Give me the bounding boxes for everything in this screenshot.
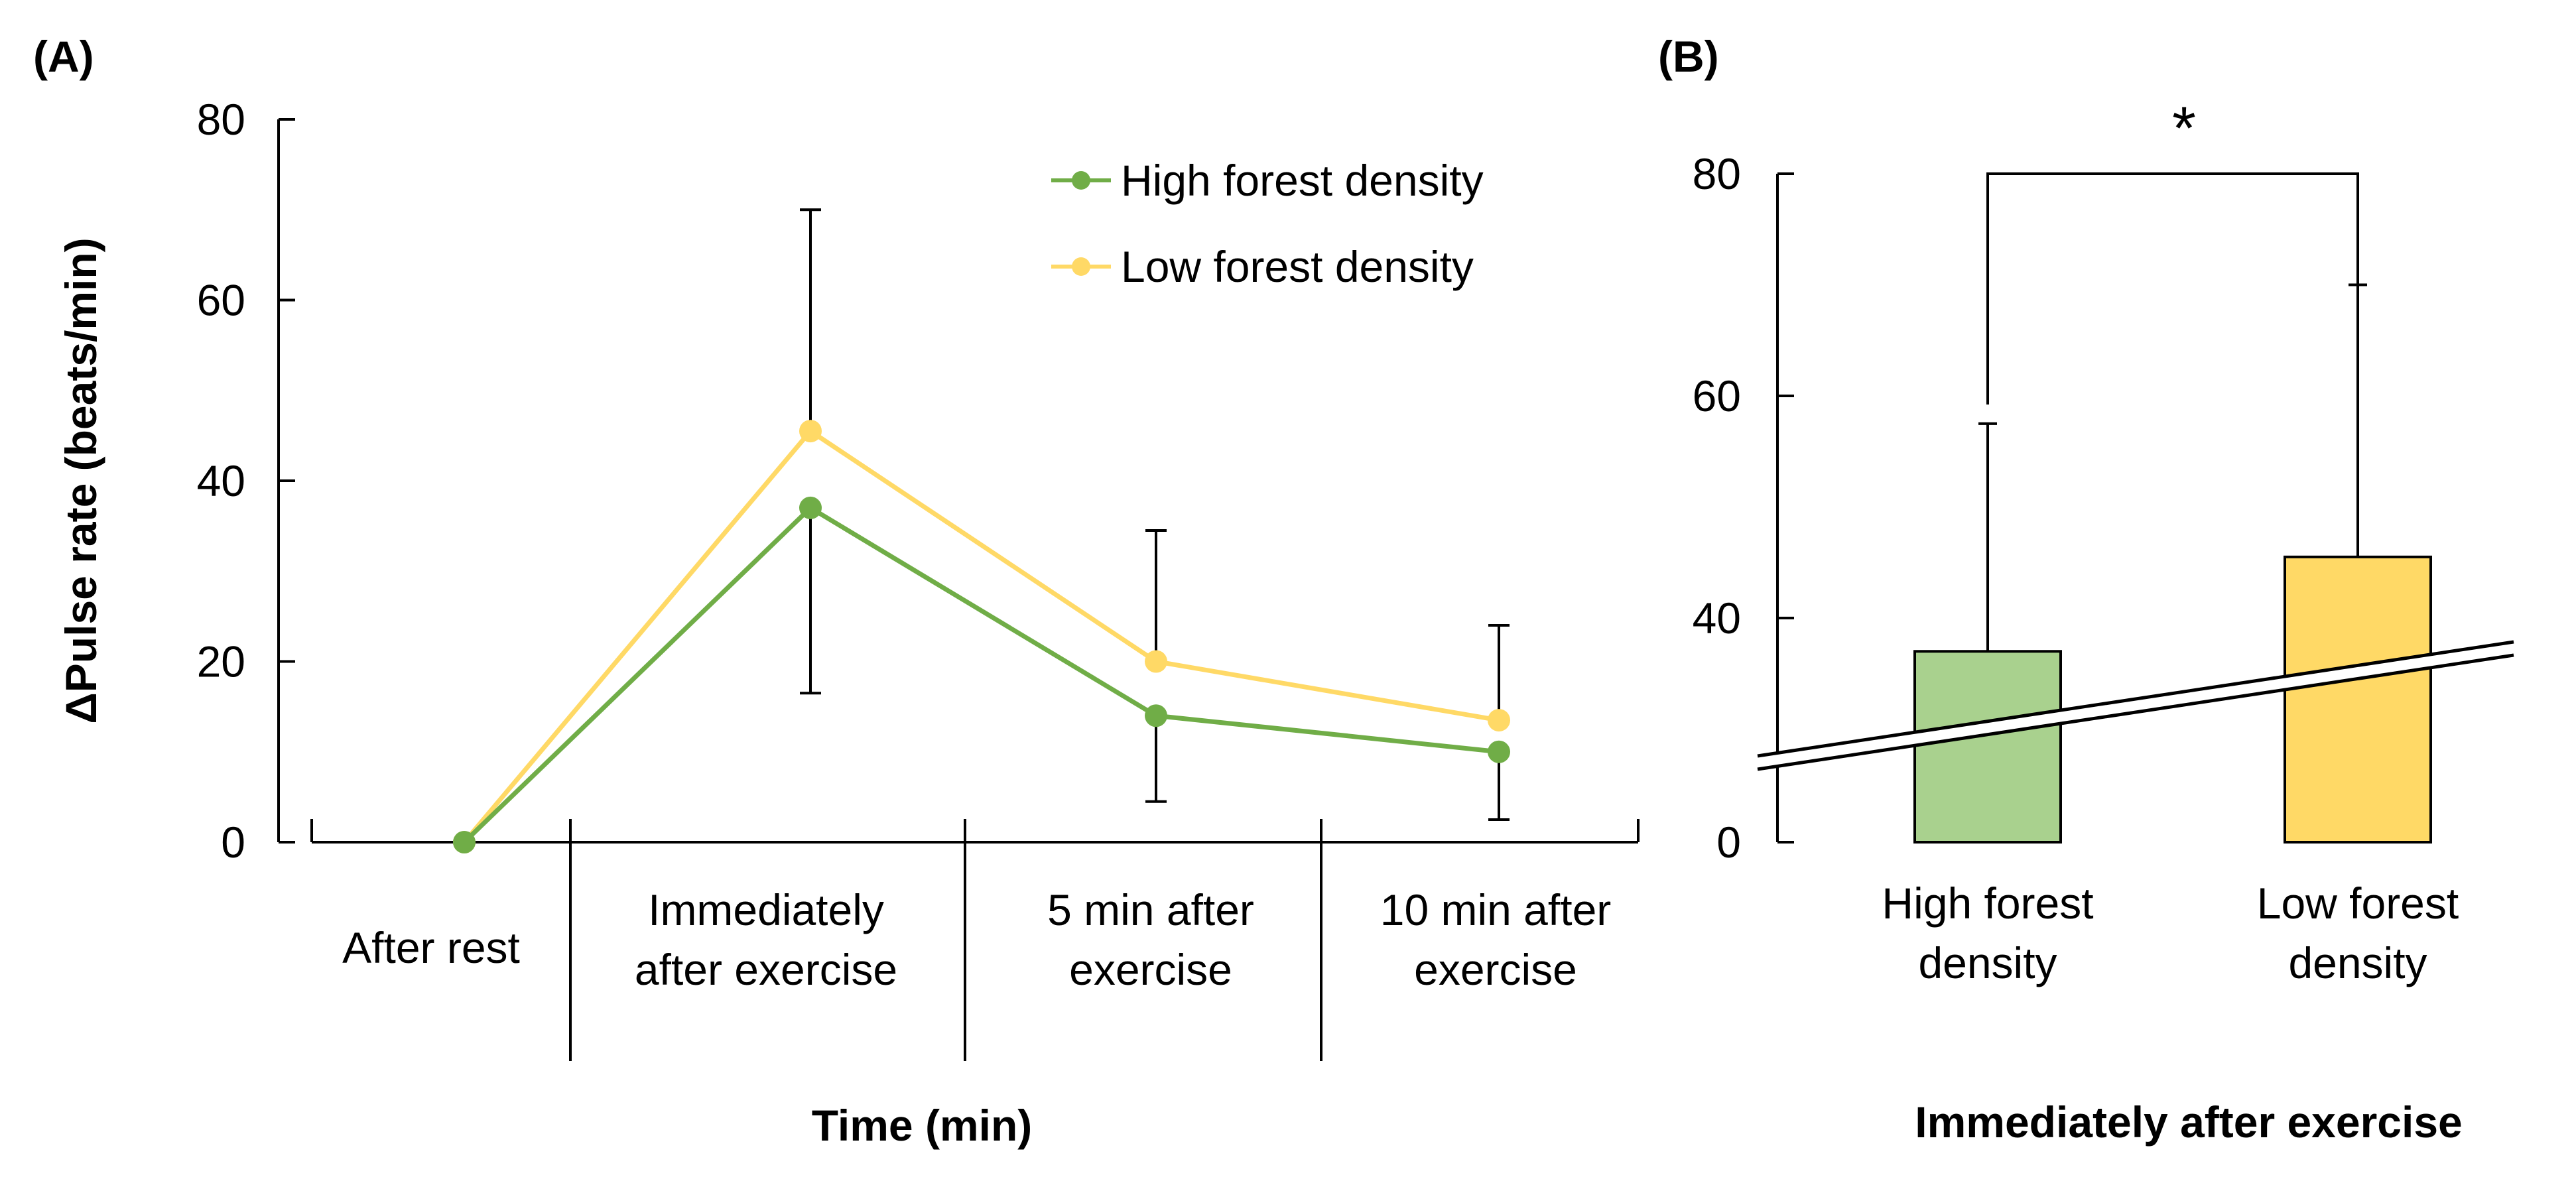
significance-bracket: *	[1986, 95, 2359, 405]
axis-break-band	[1758, 642, 2514, 769]
legend-marker-low	[1072, 257, 1090, 276]
x-tick-label-line: After rest	[342, 923, 520, 972]
legend-label-high: High forest density	[1121, 156, 1484, 205]
x-tick-label: Low forest density	[2257, 879, 2459, 987]
y-tick-label: 0	[221, 818, 245, 867]
panel-b-bars	[1913, 283, 2432, 843]
series-line-low	[462, 428, 1500, 844]
data-point-low	[1145, 650, 1167, 673]
panel-b-label: (B)	[1658, 32, 1719, 81]
x-tick-label-line: density	[2288, 938, 2427, 987]
data-point-high	[799, 496, 822, 519]
data-point-high	[1145, 704, 1167, 727]
x-tick-label-line: Low forest	[2257, 879, 2459, 928]
axis-break-line	[1757, 653, 2514, 771]
x-tick-label-line: after exercise	[635, 945, 897, 994]
data-point-low	[799, 420, 822, 443]
panel-a-y-ticks: 0 20 40 60 80	[197, 95, 295, 867]
significance-star: *	[2172, 95, 2196, 162]
x-tick-label: High forest density	[1882, 879, 2093, 987]
bracket-line	[1986, 172, 2359, 405]
x-tick-label-line: High forest	[1882, 879, 2093, 928]
y-tick-label: 40	[197, 456, 245, 505]
y-tick-label: 40	[1693, 594, 1741, 643]
panel-a-y-axis-title: ΔPulse rate (beats/min)	[56, 237, 105, 723]
x-tick-label-line: 10 min after	[1380, 885, 1612, 934]
y-tick-label: 60	[1693, 371, 1741, 420]
data-point-high	[1488, 740, 1510, 763]
panel-a-x-axis-title: Time (min)	[812, 1101, 1032, 1150]
panel-a-x-tick-labels: After rest Immediately after exercise 5 min…	[342, 885, 1611, 994]
x-tick-label: 10 min after exercise	[1380, 885, 1612, 994]
panel-a-series	[453, 208, 1510, 853]
panel-a-line-chart: (A) 0 20 40 60 80 ΔPulse rate (beats/min) Af…	[33, 32, 1640, 1150]
y-tick-label: 0	[1716, 818, 1741, 867]
panel-b-x-axis-title: Immediately after exercise	[1915, 1097, 2462, 1147]
panel-a-legend: High forest density Low forest density	[1051, 156, 1484, 291]
x-tick-label: Immediately after exercise	[635, 885, 897, 994]
x-tick-label-line: density	[1918, 938, 2057, 987]
y-tick-label: 80	[197, 95, 245, 144]
series-line-high	[462, 505, 1500, 844]
y-tick-label: 60	[197, 276, 245, 325]
x-tick-label-line: Immediately	[648, 885, 884, 934]
x-tick-label-line: 5 min after	[1047, 885, 1254, 934]
panel-b-axis-break	[1757, 640, 2514, 771]
legend-marker-high	[1072, 171, 1090, 190]
x-tick-label-line: exercise	[1414, 945, 1577, 994]
axis-break-line	[1757, 640, 2514, 758]
data-point-high	[453, 831, 476, 853]
data-point-low	[1488, 709, 1510, 732]
panel-b-y-ticks: 0 40 60 80	[1693, 149, 1794, 867]
bar-low	[2284, 555, 2432, 843]
panel-a-label: (A)	[33, 32, 94, 81]
y-tick-label: 80	[1693, 149, 1741, 198]
x-tick-label: 5 min after exercise	[1047, 885, 1254, 994]
bar-high	[1913, 650, 2062, 843]
x-tick-label: After rest	[342, 923, 520, 972]
x-tick-label-line: exercise	[1069, 945, 1232, 994]
y-tick-label: 20	[197, 637, 245, 686]
legend-label-low: Low forest density	[1121, 242, 1474, 291]
panel-b-x-tick-labels: High forest density Low forest density	[1882, 879, 2459, 987]
